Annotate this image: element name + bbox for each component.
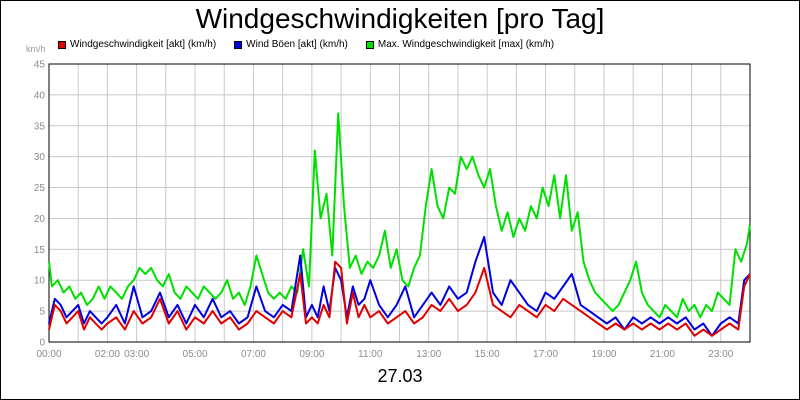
series-line-wind-speed <box>48 260 751 337</box>
y-tick-label: 20 <box>34 214 46 225</box>
y-axis-unit-label: km/h <box>26 44 46 54</box>
y-tick-label: 10 <box>34 276 46 287</box>
legend-label-gusts: Wind Böen [akt] (km/h) <box>246 39 348 50</box>
x-tick-label: 19:00 <box>591 349 616 360</box>
y-tick-label: 35 <box>34 121 46 132</box>
plot-border <box>48 63 751 343</box>
y-tick-label: 40 <box>34 90 46 101</box>
x-tick-label: 13:00 <box>416 349 441 360</box>
x-tick-label: 15:00 <box>475 349 500 360</box>
y-tick-label: 30 <box>34 152 46 163</box>
x-tick-label: 03:00 <box>124 349 149 360</box>
series-line-max-speed <box>48 112 751 319</box>
x-tick-label: 07:00 <box>241 349 266 360</box>
x-tick-label: 23:00 <box>708 349 733 360</box>
series-line-gusts <box>48 236 751 337</box>
x-tick-label: 11:00 <box>358 349 383 360</box>
chart-title: Windgeschwindigkeiten [pro Tag] <box>195 3 605 34</box>
legend-item-max-speed: Max. Windgeschwindigkeit [max] (km/h) <box>365 39 555 50</box>
legend-label-wind-speed: Windgeschwindigkeit [akt] (km/h) <box>70 39 217 50</box>
legend: Windgeschwindigkeit [akt] (km/h) Wind Bö… <box>58 39 554 50</box>
x-tick-label: 21:00 <box>650 349 675 360</box>
legend-swatch-wind-speed <box>58 40 66 49</box>
y-tick-label: 0 <box>39 338 45 349</box>
x-tick-label: 00:00 <box>36 349 61 360</box>
legend-swatch-gusts <box>234 40 243 49</box>
x-tick-label: 17:00 <box>533 349 558 360</box>
x-tick-label: 05:00 <box>183 349 208 360</box>
date-label: 27.03 <box>377 366 423 386</box>
legend-label-max-speed: Max. Windgeschwindigkeit [max] (km/h) <box>377 39 555 50</box>
y-tick-label: 25 <box>34 183 46 194</box>
y-tick-label: 15 <box>34 245 46 256</box>
x-tick-label: 02:00 <box>95 349 120 360</box>
x-tick-label: 09:00 <box>299 349 324 360</box>
y-tick-label: 5 <box>39 307 45 318</box>
legend-swatch-max-speed <box>365 40 374 49</box>
legend-item-gusts: Wind Böen [akt] (km/h) <box>234 39 348 50</box>
legend-item-wind-speed: Windgeschwindigkeit [akt] (km/h) <box>58 39 216 50</box>
y-tick-label: 45 <box>34 60 46 71</box>
